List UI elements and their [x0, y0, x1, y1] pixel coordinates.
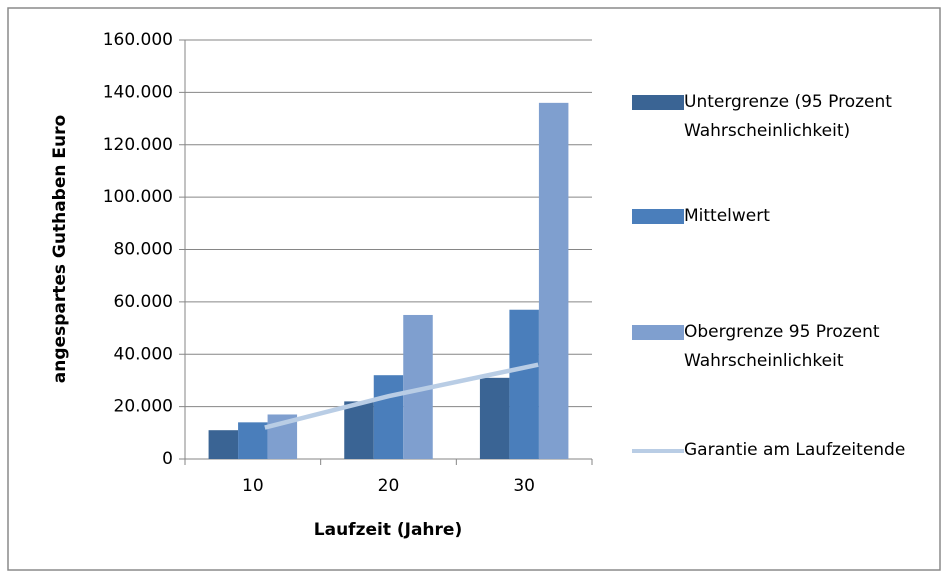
bar: [238, 422, 268, 459]
chart-border: [7, 7, 941, 571]
bar: [208, 430, 239, 459]
legend-entry: Mittelwert: [632, 202, 939, 231]
x-tick-label: 30: [513, 476, 535, 496]
line: [264, 362, 539, 430]
y-tick-label: 60.000: [114, 292, 173, 312]
y-axis-label: angespartes Guthaben Euro: [50, 115, 70, 383]
legend-swatch: [632, 95, 684, 110]
y-tick-label: 0: [162, 449, 173, 469]
y-tick-label: 40.000: [114, 344, 173, 364]
bar: [538, 102, 569, 459]
legend-label: Obergrenze 95 Prozent Wahrscheinlichkeit: [684, 322, 880, 371]
x-tick-label: 20: [378, 476, 400, 496]
bar: [479, 377, 510, 459]
legend-swatch: [632, 449, 684, 453]
legend-label: Garantie am Laufzeitende: [684, 440, 906, 460]
y-tick-label: 120.000: [103, 135, 173, 155]
legend-entry: Untergrenze (95 Prozent Wahrscheinlichke…: [632, 88, 914, 146]
bar: [509, 309, 539, 459]
legend-entry: Garantie am Laufzeitende: [632, 436, 939, 465]
legend-entry: Obergrenze 95 Prozent Wahrscheinlichkeit: [632, 318, 939, 376]
legend-label: Untergrenze (95 Prozent Wahrscheinlichke…: [684, 92, 892, 141]
y-tick-label: 100.000: [103, 187, 173, 207]
bar: [344, 401, 374, 459]
legend-swatch: [632, 325, 684, 340]
y-tick-label: 160.000: [103, 30, 173, 50]
y-tick-label: 80.000: [114, 240, 173, 260]
y-tick-label: 140.000: [103, 82, 173, 102]
x-tick-label: 10: [242, 476, 264, 496]
bar: [373, 375, 404, 459]
x-axis-label: Laufzeit (Jahre): [314, 520, 462, 540]
y-tick-label: 20.000: [114, 397, 173, 417]
legend-swatch: [632, 209, 684, 224]
legend-label: Mittelwert: [684, 206, 770, 226]
